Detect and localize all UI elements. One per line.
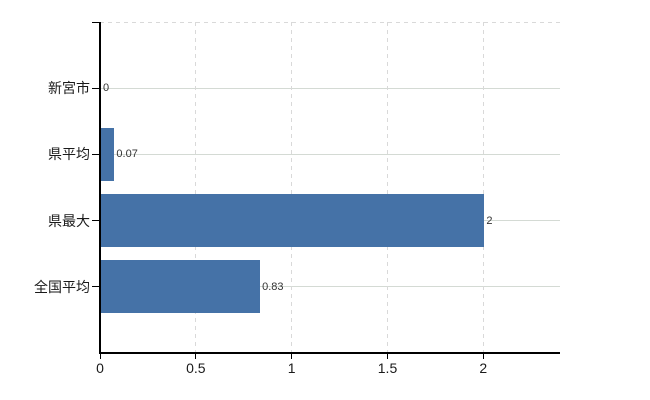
x-axis-tick: [195, 353, 197, 359]
x-axis-tick: [99, 353, 101, 359]
y-axis-tick: [92, 153, 99, 155]
y-axis-line: [99, 22, 101, 354]
category-label: 全国平均: [34, 278, 90, 295]
y-axis-tick: [92, 220, 99, 222]
category-label: 新宮市: [48, 80, 90, 97]
x-tick-label: 1.5: [377, 360, 398, 376]
y-axis-tick: [92, 286, 99, 288]
v-gridline: [291, 22, 293, 353]
x-tick-label: 0.5: [186, 360, 206, 376]
h-gridline: [100, 153, 560, 155]
v-gridline: [387, 22, 388, 353]
h-gridline: [100, 286, 560, 288]
plot-top-border: [100, 22, 560, 23]
y-axis-tick: [92, 87, 99, 89]
y-axis-tick: [92, 22, 99, 23]
plot-area: 0 0.07 2 0.83 0 0.5 1 1.5 2: [92, 22, 560, 376]
value-label: 0: [103, 82, 110, 95]
bar-県平均: [101, 127, 115, 181]
value-label: 2: [486, 214, 493, 227]
x-tick-label: 2: [479, 360, 488, 376]
x-axis-tick: [291, 353, 293, 359]
category-label: 県平均: [48, 146, 90, 163]
h-gridline: [100, 87, 560, 89]
v-gridline: [195, 22, 197, 353]
x-tick-label: 1: [287, 360, 296, 376]
value-label: 0.07: [116, 148, 138, 161]
v-gridline: [482, 22, 484, 353]
category-label: 県最大: [48, 212, 90, 229]
value-label: 0.83: [262, 280, 284, 293]
x-axis-tick: [482, 353, 484, 359]
bar-県最大: [101, 194, 485, 248]
x-tick-label: 0: [96, 360, 104, 376]
bar-全国平均: [101, 260, 261, 314]
x-axis-tick: [387, 353, 388, 359]
x-axis-line: [99, 352, 560, 354]
